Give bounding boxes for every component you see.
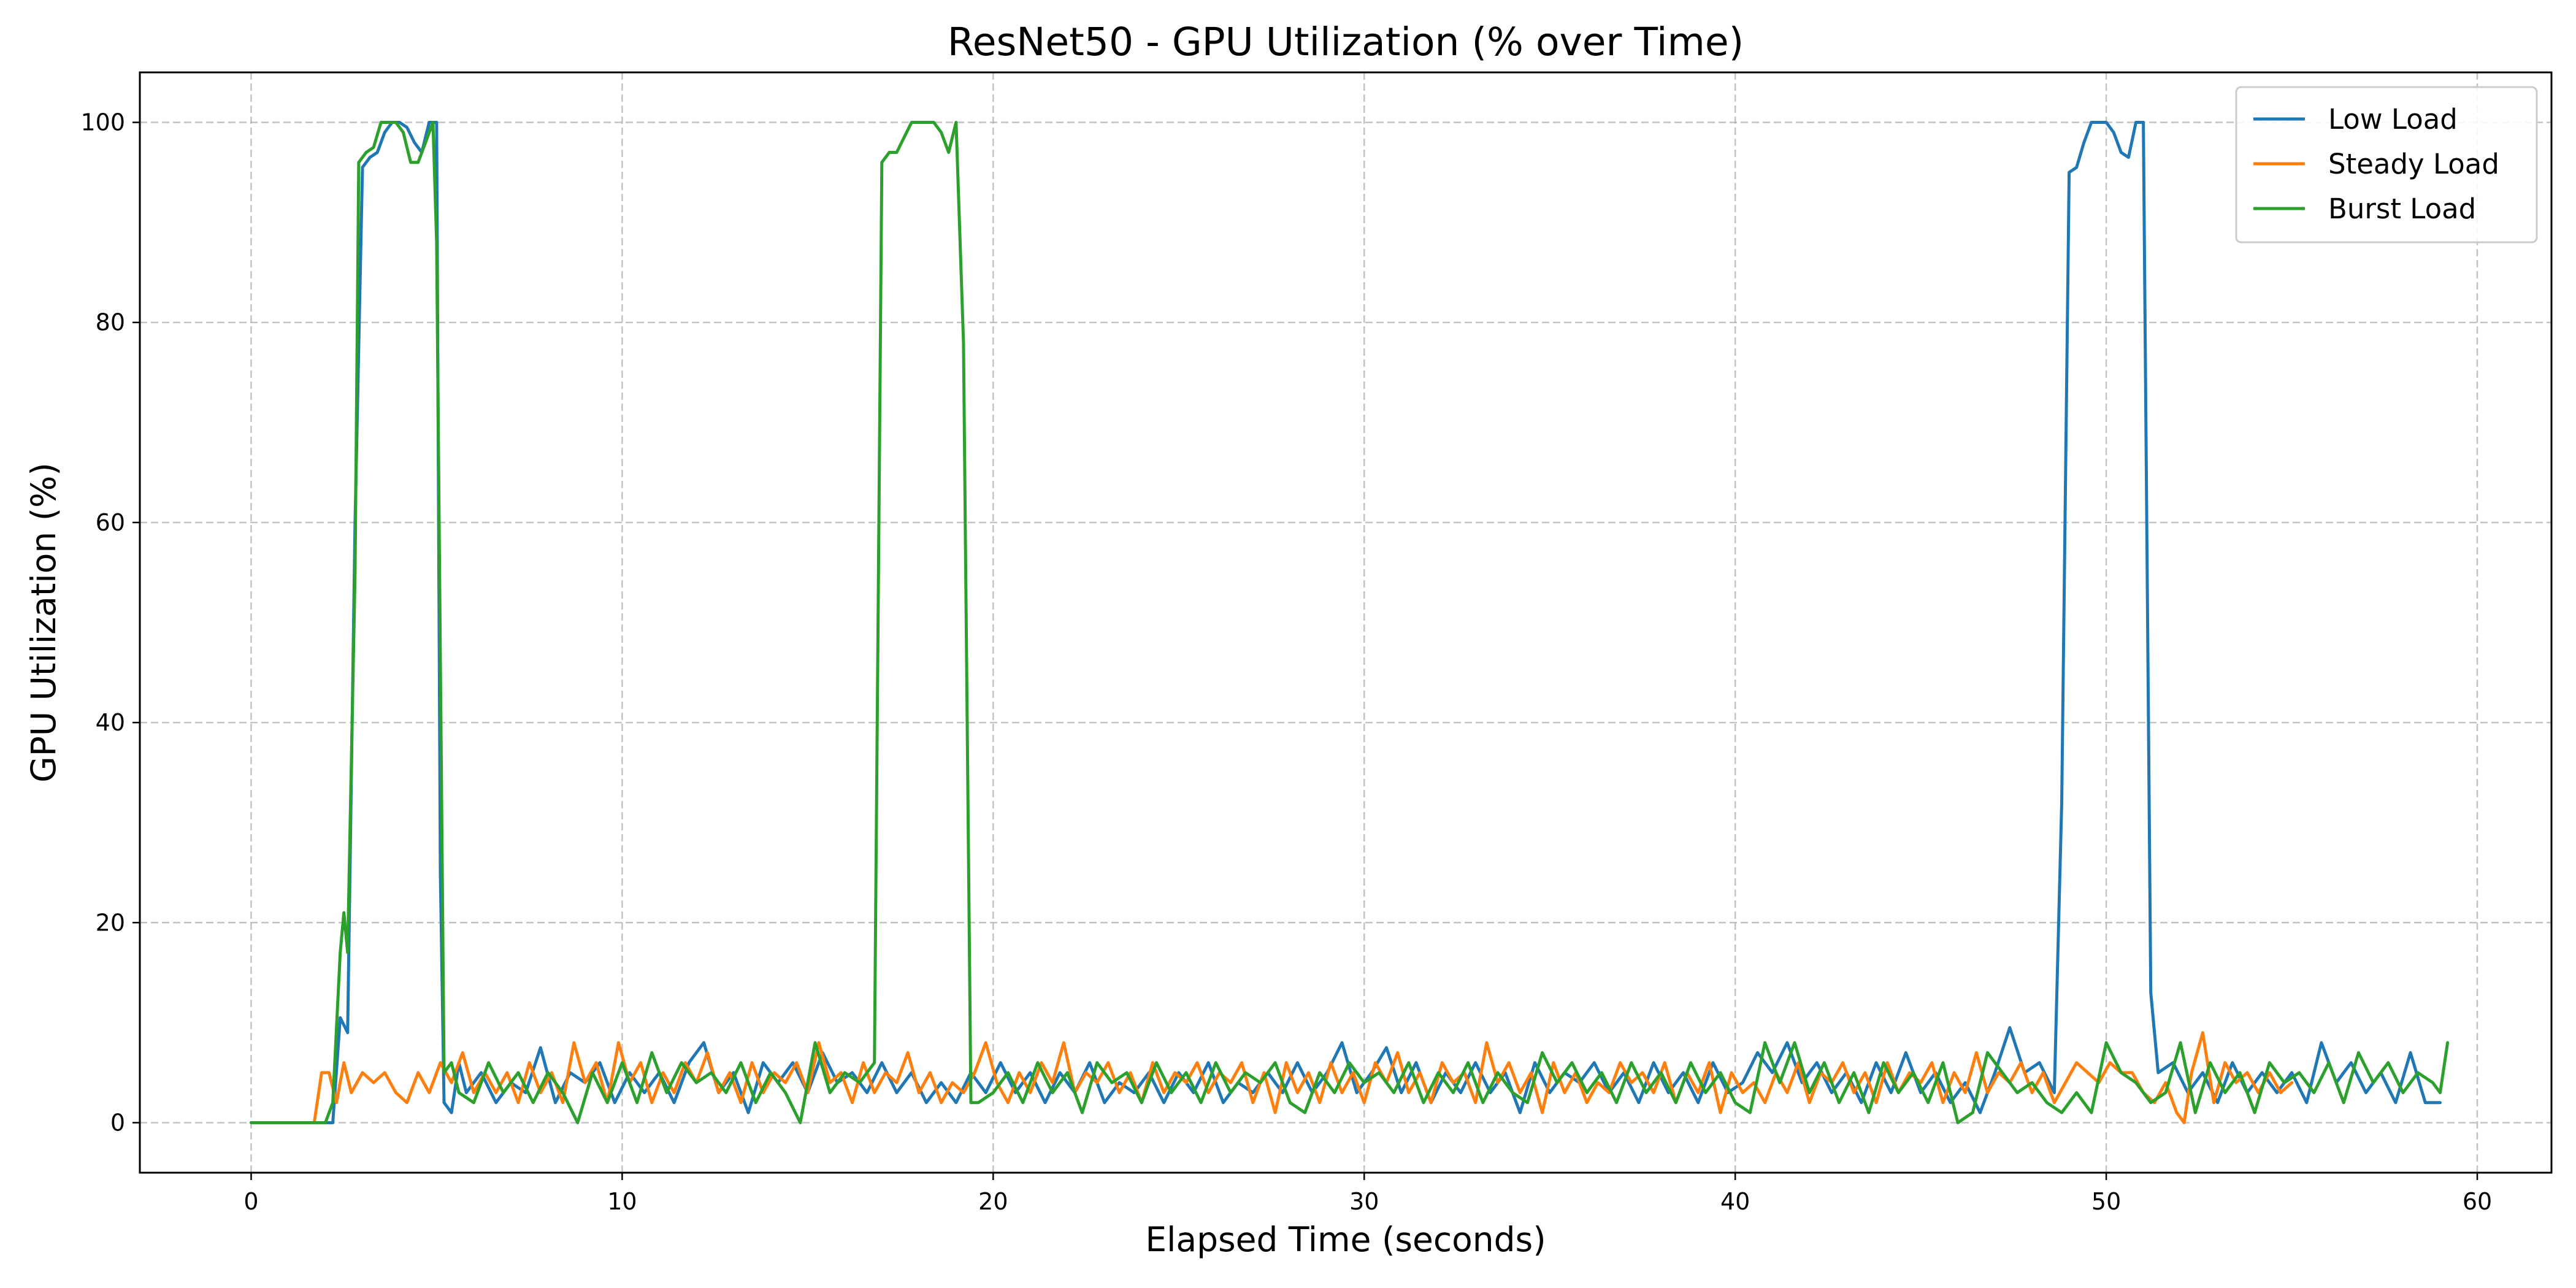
x-tick-label: 40 bbox=[1720, 1188, 1750, 1215]
y-tick-label: 40 bbox=[96, 709, 125, 736]
series-line-steady-load bbox=[250, 1031, 2294, 1124]
y-tick-label: 0 bbox=[110, 1109, 125, 1136]
chart-title: ResNet50 - GPU Utilization (% over Time) bbox=[948, 20, 1744, 64]
legend-box bbox=[2235, 86, 2538, 243]
legend: Low Load Steady Load Burst Load bbox=[2235, 86, 2538, 243]
legend-label-low-load: Low Load bbox=[2328, 103, 2458, 136]
x-tick-label: 0 bbox=[243, 1188, 258, 1215]
grid bbox=[140, 72, 2551, 1173]
series-lines bbox=[250, 121, 2450, 1124]
plot-frame bbox=[139, 71, 2553, 1174]
axis-ticks: 0 10 20 30 40 50 60 0 20 40 60 80 100 bbox=[80, 109, 2492, 1215]
y-tick-label: 60 bbox=[96, 509, 125, 536]
y-tick-label: 80 bbox=[96, 309, 125, 336]
x-tick-label: 30 bbox=[1349, 1188, 1379, 1215]
y-axis-label: GPU Utilization (%) bbox=[24, 462, 63, 783]
y-tick-label: 100 bbox=[80, 109, 125, 136]
legend-label-steady-load: Steady Load bbox=[2328, 148, 2499, 180]
x-tick-label: 20 bbox=[978, 1188, 1008, 1215]
x-axis-label: Elapsed Time (seconds) bbox=[1145, 1220, 1546, 1259]
legend-label-burst-load: Burst Load bbox=[2328, 193, 2476, 225]
series-line-burst-load bbox=[250, 121, 2450, 1124]
x-tick-label: 60 bbox=[2463, 1188, 2492, 1215]
x-tick-label: 10 bbox=[607, 1188, 637, 1215]
x-tick-label: 50 bbox=[2091, 1188, 2121, 1215]
y-tick-label: 20 bbox=[96, 909, 125, 936]
